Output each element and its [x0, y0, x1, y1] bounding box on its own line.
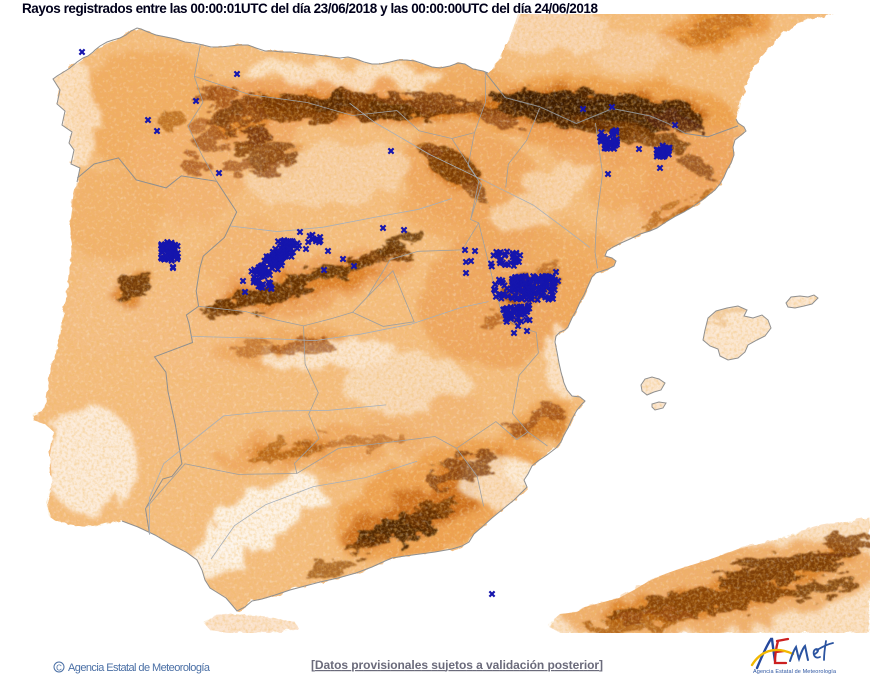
- svg-text:[Datos provisionales sujetos a: [Datos provisionales sujetos a validació…: [311, 658, 603, 672]
- svg-text:Agencia Estatal de Meteorologí: Agencia Estatal de Meteorología: [753, 669, 837, 675]
- svg-text:Agencia Estatal de Meteorologí: Agencia Estatal de Meteorología: [68, 662, 211, 674]
- svg-text:Rayos registrados entre las 00: Rayos registrados entre las 00:00:01UTC …: [22, 1, 598, 16]
- svg-text:C: C: [56, 664, 62, 673]
